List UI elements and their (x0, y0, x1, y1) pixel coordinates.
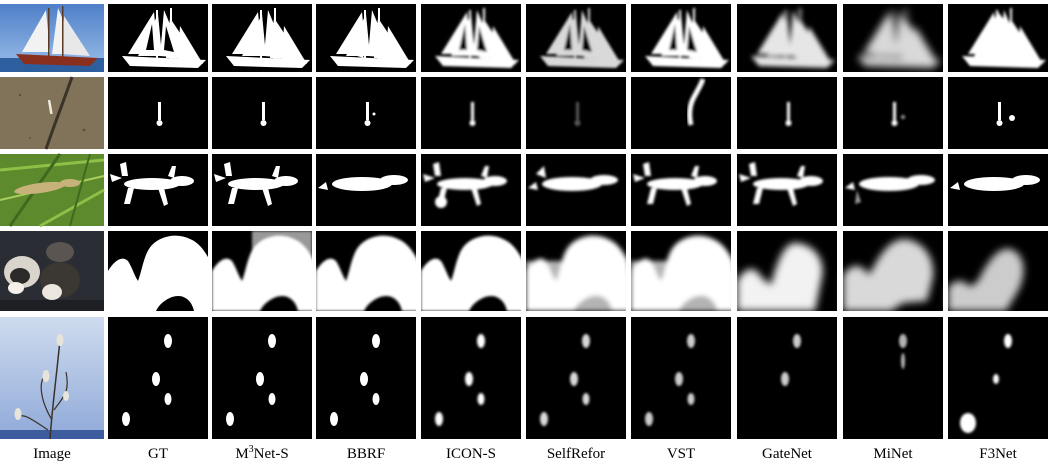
mask-row-4 (108, 231, 1048, 311)
mask-row-1 (108, 4, 1048, 72)
label-f3net: F3Net (979, 446, 1017, 462)
label-vst: VST (666, 446, 696, 462)
input-image-birds (0, 317, 104, 440)
input-image-lizard (0, 153, 105, 228)
label-gatenet: GateNet (762, 446, 812, 462)
label-icon-s: ICON-S (445, 446, 496, 462)
mask-row-2 (108, 77, 1048, 149)
mask-row-3 (108, 154, 1048, 226)
label-selfrefor: SelfRefor (546, 446, 606, 462)
input-image-cigarette (0, 76, 104, 150)
label-gt: GT (148, 446, 168, 462)
input-image-huskies (0, 231, 104, 311)
input-image-sailboat (0, 4, 104, 72)
label-minet: MiNet (873, 446, 913, 462)
column-labels: Image GT M3Net-S BBRF ICON-S SelfRefor V… (0, 443, 1054, 467)
label-bbrf: BBRF (346, 446, 386, 462)
label-m3net-s: M3Net-S (235, 444, 289, 463)
mask-row-5 (108, 317, 1048, 439)
label-image: Image (33, 446, 71, 462)
